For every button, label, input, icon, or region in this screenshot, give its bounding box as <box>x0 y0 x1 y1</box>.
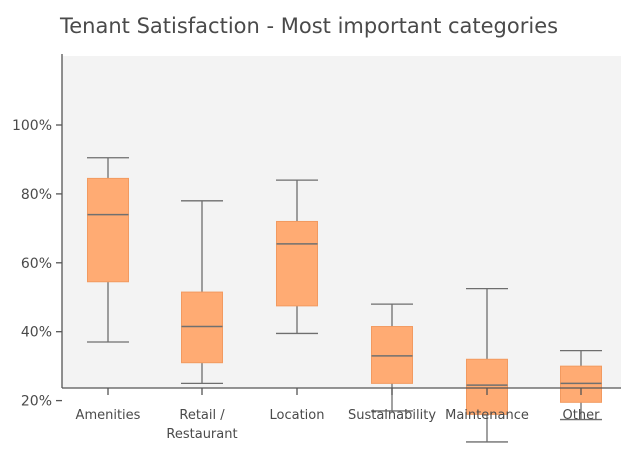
x-tick-label-line: Sustainability <box>348 408 436 423</box>
x-tick-label-line: Retail / <box>179 408 225 423</box>
y-tick-label: 20% <box>21 394 52 410</box>
box-group-6 <box>560 349 602 421</box>
x-tick-label-line: Maintenance <box>445 408 529 423</box>
y-tick-label: 60% <box>21 256 52 272</box>
box-iqr <box>371 326 413 384</box>
x-tick-label-line: Restaurant <box>166 427 237 442</box>
chart-title: Tenant Satisfaction - Most important cat… <box>60 14 559 38</box>
box-group-1 <box>87 157 129 343</box>
x-tick-label-line: Amenities <box>76 408 141 423</box>
box-iqr <box>87 177 129 283</box>
chart-axes: 20% 40% 60% 80% 100% Amenities Retail / Restaur… <box>12 54 621 442</box>
box-iqr <box>466 358 508 415</box>
box-group-3 <box>276 179 318 335</box>
box-iqr <box>276 220 318 307</box>
x-tick-label: Sustainability <box>348 408 436 423</box>
chart-marks <box>87 157 602 443</box>
x-tick-label: Maintenance <box>445 408 529 423</box>
x-tick-label-line: Location <box>270 408 325 423</box>
y-tick-label: 80% <box>21 187 52 203</box>
x-tick-label: Other <box>563 408 601 423</box>
y-tick-label: 100% <box>12 118 52 134</box>
box-iqr <box>560 365 602 403</box>
x-tick-label-line: Other <box>563 408 601 423</box>
x-tick-label: Location <box>270 408 325 423</box>
x-tick-label: Retail / Restaurant <box>166 408 237 442</box>
plot-area <box>62 56 621 388</box>
box-group-5 <box>466 287 508 443</box>
box-iqr <box>181 291 223 364</box>
box-group-2 <box>181 200 223 385</box>
x-tick-label: Amenities <box>76 408 141 423</box>
y-tick-label: 40% <box>21 325 52 341</box>
